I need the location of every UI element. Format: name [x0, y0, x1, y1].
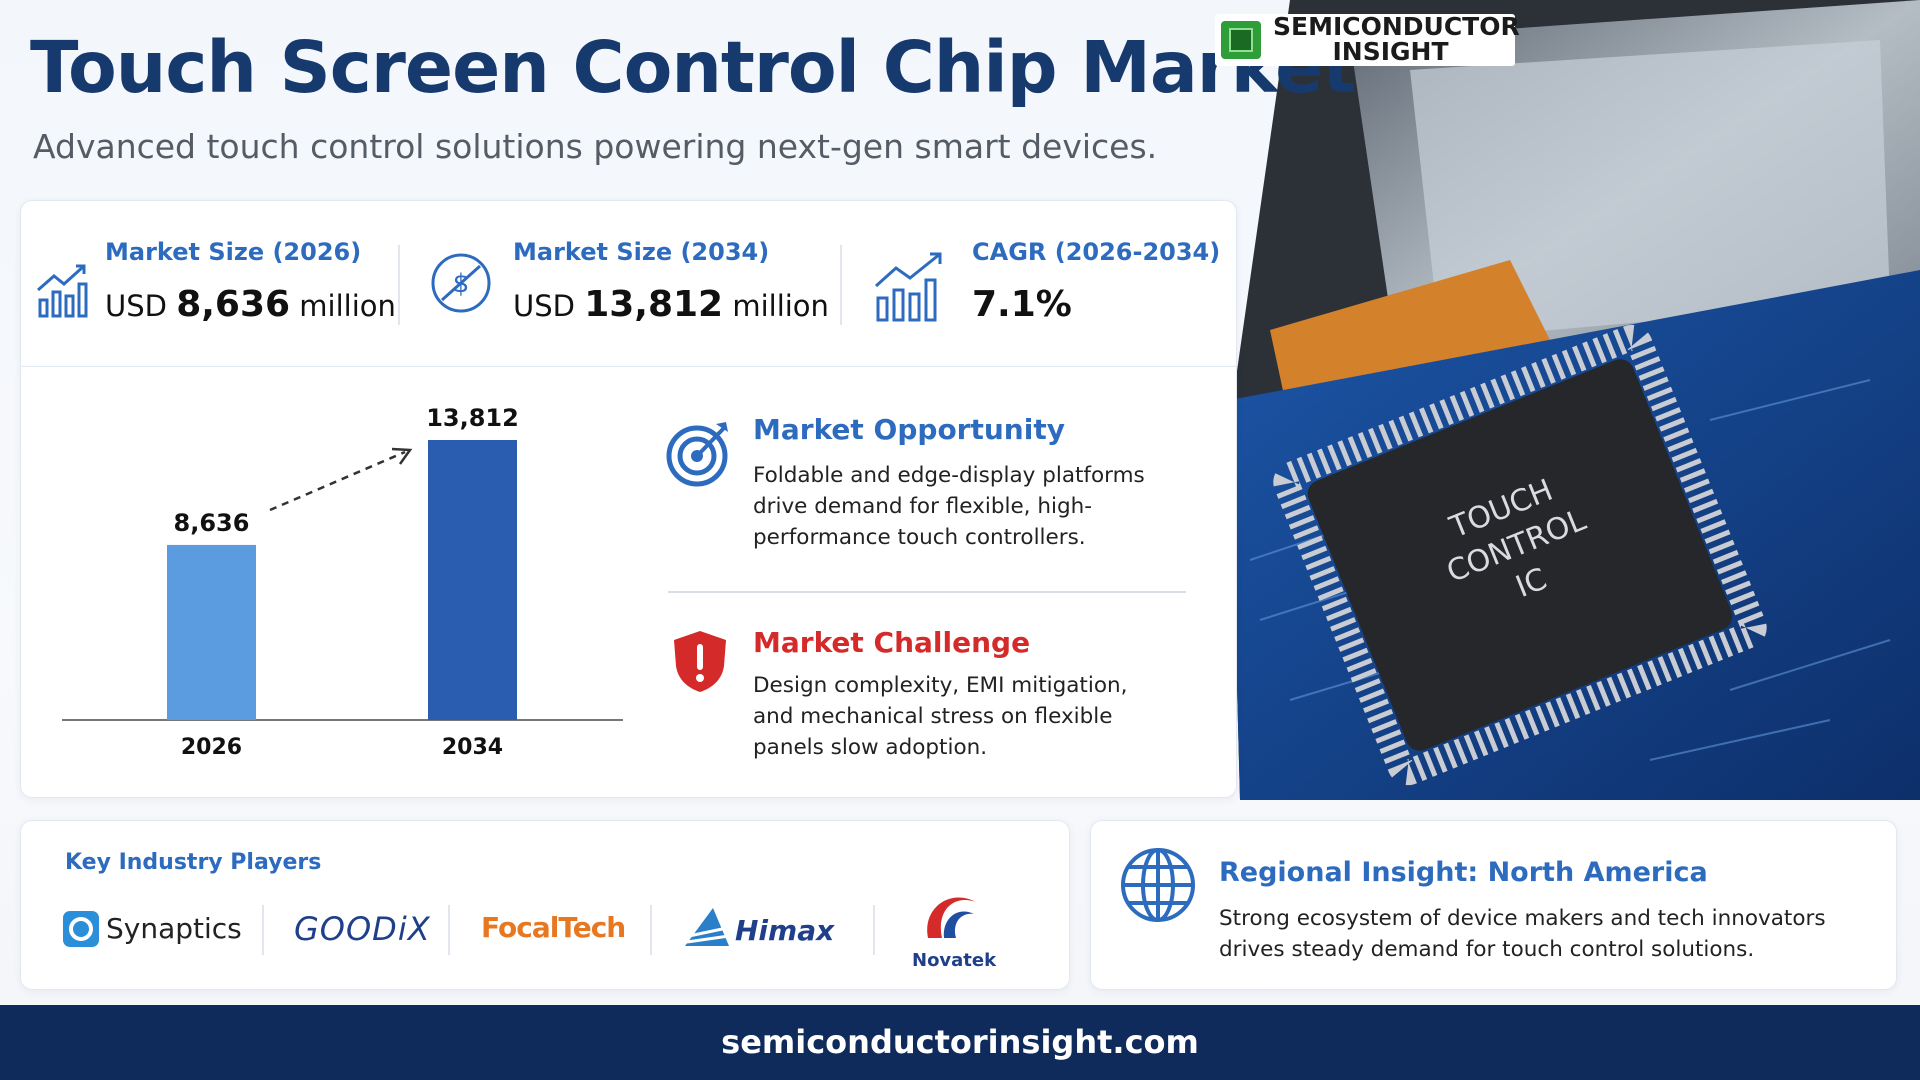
novatek-icon	[927, 897, 976, 938]
bar	[428, 440, 517, 720]
divider	[650, 905, 652, 955]
divider	[398, 245, 400, 325]
players-title: Key Industry Players	[65, 850, 322, 875]
value-label: 8,636	[174, 509, 250, 537]
globe-icon	[1121, 848, 1195, 922]
stat-label: CAGR (2026-2034)	[972, 238, 1221, 266]
players-card	[20, 820, 1070, 990]
player-logo: Novatek	[912, 950, 997, 971]
logo-line: SEMICONDUCTOR	[1273, 12, 1520, 41]
divider	[448, 905, 450, 955]
footer-url[interactable]: semiconductorinsight.com	[721, 1023, 1199, 1061]
stat-unit: million	[732, 289, 829, 323]
synaptics-icon	[63, 911, 99, 947]
player-logo: FocalTech	[481, 911, 626, 944]
bar-chart: 8,636 2026 13,812 2034	[62, 404, 623, 760]
stat-number: 7.1%	[972, 284, 1072, 325]
divider	[262, 905, 264, 955]
stat-value: USD 8,636 million	[105, 284, 396, 325]
title: Touch Screen Control Chip Market	[30, 26, 1356, 109]
shield-icon	[674, 631, 726, 692]
stat-number: 8,636	[176, 284, 291, 325]
stat-value: 7.1%	[972, 284, 1072, 325]
region-text: Strong ecosystem of device makers and te…	[1219, 906, 1826, 962]
divider	[668, 591, 1186, 593]
divider	[873, 905, 875, 955]
logo-line: INSIGHT	[1332, 37, 1449, 66]
growth-arrow	[269, 447, 413, 512]
stat-icon	[874, 252, 942, 322]
player-logo: Himax	[735, 914, 835, 947]
insight-title: Market Challenge	[753, 626, 1031, 659]
logo-text: SEMICONDUCTOR INSIGHT	[1273, 12, 1520, 66]
value-label: 13,812	[426, 404, 519, 432]
divider	[840, 245, 842, 325]
stat-prefix: USD	[105, 289, 167, 323]
region-card	[1090, 820, 1897, 990]
insight-text: Design complexity, EMI mitigation, and m…	[753, 673, 1128, 760]
himax-icon	[685, 908, 730, 946]
footer	[0, 1005, 1920, 1080]
brand-logo: SEMICONDUCTOR INSIGHT	[1215, 12, 1520, 66]
region-title: Regional Insight: North America	[1219, 857, 1708, 888]
stat-label: Market Size (2034)	[513, 238, 770, 266]
stat-number: 13,812	[584, 284, 724, 325]
insight-text: Foldable and edge-display platforms driv…	[753, 463, 1145, 550]
bar	[167, 544, 256, 720]
stat-unit: million	[299, 289, 396, 323]
stat-value: USD 13,812 million	[513, 284, 829, 325]
player-logo: GOODiX	[294, 910, 431, 948]
hero-image: TOUCH CONTROL IC	[1230, 0, 1920, 800]
subtitle: Advanced touch control solutions powerin…	[33, 127, 1158, 166]
player-logo: Synaptics	[106, 912, 242, 945]
x-tick-label: 2034	[442, 735, 503, 760]
x-tick-label: 2026	[181, 735, 242, 760]
stat-icon: $	[431, 253, 491, 313]
logo-icon	[1221, 21, 1261, 59]
insight-title: Market Opportunity	[753, 413, 1065, 446]
target-icon	[666, 422, 728, 487]
stat-prefix: USD	[513, 289, 575, 323]
stat-label: Market Size (2026)	[105, 238, 362, 266]
stat-icon	[37, 264, 88, 318]
